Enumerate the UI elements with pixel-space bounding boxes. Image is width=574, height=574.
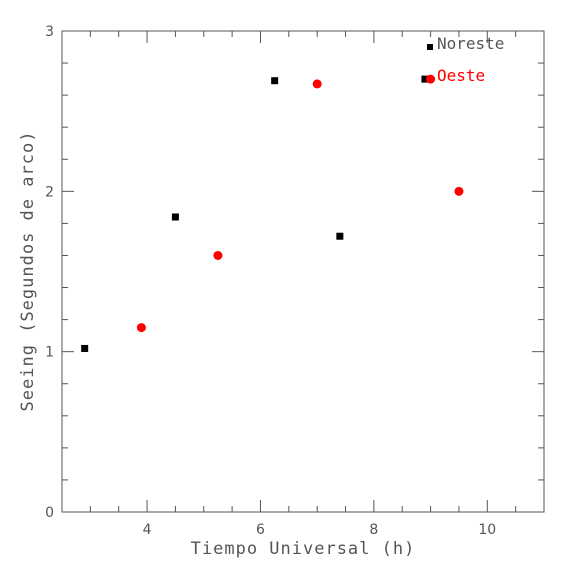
data-point-oeste [312,79,322,89]
data-point-noreste [81,344,89,352]
data-point-noreste [336,232,344,240]
y-tick-label: 2 [45,184,54,200]
data-point-noreste [421,75,429,83]
data-markers [81,74,464,352]
y-tick-label: 1 [45,345,54,361]
y-tick-label: 0 [45,505,54,521]
data-point-noreste [271,77,279,85]
data-point-oeste [213,250,223,260]
x-axis-label: Tiempo Universal (h) [191,539,416,559]
data-point-noreste [171,213,179,221]
axes-ticks [62,30,544,513]
x-tick-label: 6 [256,522,265,538]
legend-label-noreste: Noreste [437,34,504,53]
x-tick-label: 8 [369,522,378,538]
data-point-oeste [454,186,464,196]
x-tick-label: 10 [478,522,496,538]
y-tick-label: 3 [45,24,54,40]
data-point-oeste [136,323,146,333]
x-tick-label: 4 [143,522,152,538]
legend: Noreste Oeste [426,34,504,85]
tick-labels: 4 6 8 10 0 1 2 3 [45,24,496,538]
y-axis-label: Seeing (Segundos de arco) [18,131,38,412]
legend-marker-oeste [426,75,434,83]
plot-frame [61,30,545,513]
legend-label-oeste: Oeste [437,66,485,85]
legend-marker-noreste [427,44,433,50]
